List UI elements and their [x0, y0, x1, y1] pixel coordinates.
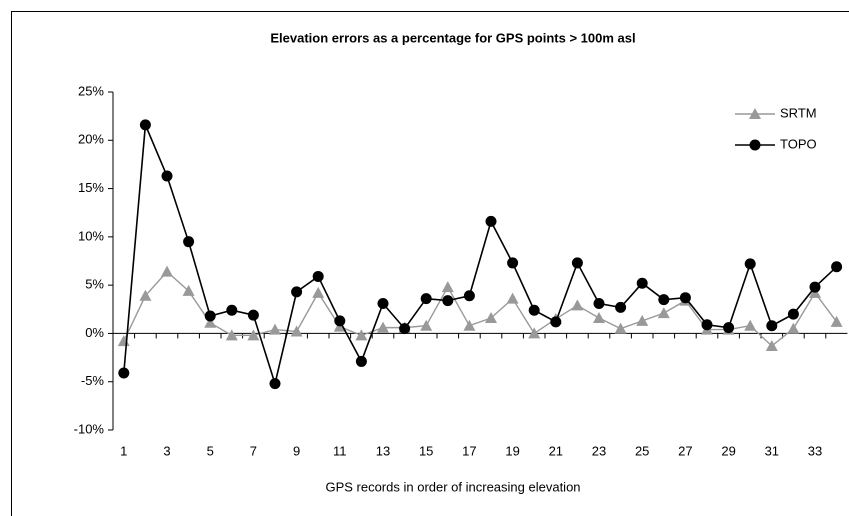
data-point: [161, 170, 173, 182]
data-point: [377, 297, 389, 309]
data-point: [269, 378, 281, 390]
x-tick-label: 27: [678, 443, 692, 458]
data-point: [226, 304, 238, 316]
data-point: [247, 309, 259, 321]
data-point: [290, 325, 303, 337]
data-point: [420, 293, 432, 305]
data-point: [831, 261, 843, 273]
legend-marker: [749, 108, 761, 119]
data-point: [463, 319, 476, 331]
data-point: [657, 307, 670, 319]
data-point: [766, 320, 778, 332]
x-tick-label: 11: [333, 443, 347, 458]
x-tick-label: 21: [549, 443, 563, 458]
data-point: [506, 292, 519, 304]
y-tick-label: -5%: [81, 373, 105, 388]
data-point: [485, 215, 497, 227]
x-tick-label: 25: [635, 443, 649, 458]
data-point: [182, 284, 195, 296]
data-point: [183, 236, 195, 248]
data-point: [809, 281, 821, 293]
data-point: [744, 319, 757, 331]
data-point: [334, 315, 346, 327]
data-point: [787, 308, 799, 320]
x-axis-label: GPS records in order of increasing eleva…: [325, 479, 580, 494]
x-tick-label: 33: [808, 443, 822, 458]
data-point: [291, 286, 303, 298]
data-point: [161, 265, 173, 277]
data-point: [139, 289, 152, 301]
chart-frame: [11, 11, 849, 516]
data-point: [636, 277, 648, 289]
x-tick-label: 29: [721, 443, 735, 458]
data-point: [399, 323, 411, 335]
data-point: [528, 327, 541, 339]
x-tick-label: 5: [207, 443, 214, 458]
x-tick-label: 7: [250, 443, 257, 458]
data-point: [204, 310, 216, 322]
data-point: [463, 290, 475, 302]
data-point: [701, 319, 713, 331]
data-point: [830, 315, 843, 327]
chart-title: Elevation errors as a percentage for GPS…: [270, 30, 635, 45]
data-point: [225, 329, 238, 341]
y-tick-label: 25%: [78, 83, 104, 98]
data-point: [420, 319, 433, 331]
legend-marker: [749, 139, 761, 151]
data-point: [615, 301, 627, 313]
x-tick-label: 23: [592, 443, 606, 458]
x-tick-label: 9: [293, 443, 300, 458]
x-tick-label: 15: [419, 443, 433, 458]
data-point: [118, 367, 130, 379]
data-point: [636, 314, 649, 326]
data-point: [204, 316, 217, 328]
y-tick-label: -10%: [74, 421, 105, 436]
y-tick-label: 10%: [78, 228, 104, 243]
data-point: [441, 281, 454, 293]
y-tick-label: 20%: [78, 132, 104, 147]
data-point: [442, 295, 454, 307]
series-line: [123, 124, 838, 387]
data-point: [571, 257, 583, 269]
data-point: [269, 323, 281, 335]
data-point: [377, 321, 389, 333]
data-point: [355, 329, 368, 341]
data-point: [614, 322, 627, 334]
data-point: [744, 258, 756, 270]
data-point: [528, 304, 540, 316]
x-tick-label: 3: [163, 443, 170, 458]
data-point: [485, 311, 497, 323]
x-tick-label: 31: [765, 443, 779, 458]
x-tick-label: 17: [462, 443, 476, 458]
data-point: [355, 355, 367, 367]
data-point: [658, 294, 670, 306]
series-line: [123, 270, 838, 347]
data-point: [593, 297, 605, 309]
data-point: [679, 292, 691, 304]
data-point: [312, 286, 325, 298]
data-point: [787, 322, 800, 334]
data-point: [571, 299, 584, 311]
data-point: [247, 329, 260, 341]
y-tick-label: 15%: [78, 180, 104, 195]
data-point: [550, 316, 562, 328]
data-point: [312, 270, 324, 282]
y-tick-label: 0%: [85, 325, 104, 340]
data-point: [507, 257, 519, 269]
data-point: [117, 335, 130, 347]
x-tick-label: 13: [376, 443, 390, 458]
x-tick-label: 19: [505, 443, 519, 458]
x-tick-label: 1: [120, 443, 127, 458]
legend-label: SRTM: [780, 105, 817, 120]
data-point: [765, 339, 778, 351]
data-point: [723, 322, 735, 334]
legend-label: TOPO: [780, 136, 817, 151]
data-point: [593, 311, 605, 323]
y-tick-label: 5%: [85, 277, 104, 292]
data-point: [139, 119, 151, 131]
